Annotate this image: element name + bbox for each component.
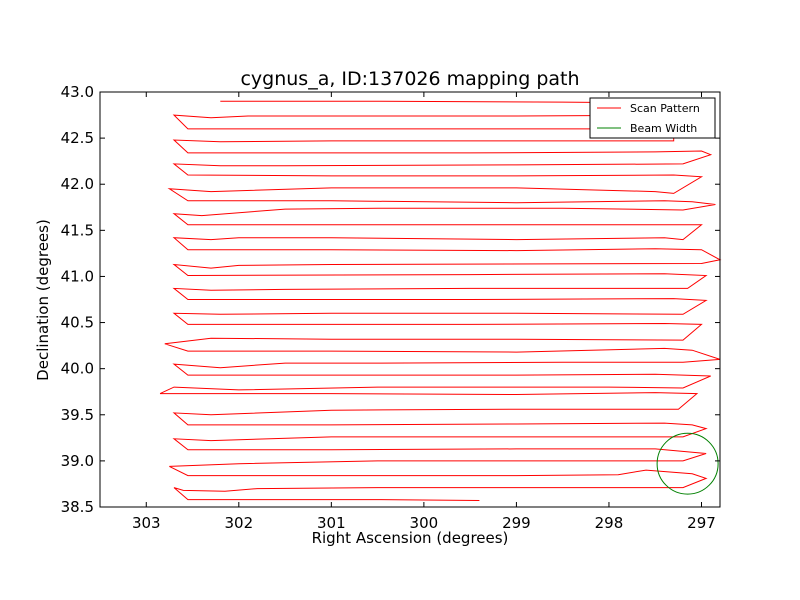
legend-box	[589, 97, 716, 139]
scan-pattern-line	[159, 100, 722, 501]
y-tick-label: 41.0	[61, 267, 94, 285]
x-tick-label: 297	[687, 514, 716, 532]
legend: Scan Pattern Beam Width	[589, 97, 716, 139]
y-tick-label: 40.5	[61, 314, 94, 332]
x-axis-label: Right Ascension (degrees)	[312, 529, 509, 547]
y-axis-label: Declination (degrees)	[34, 219, 52, 381]
y-tick-label: 41.5	[61, 221, 94, 239]
beam-width-circle	[656, 432, 719, 495]
x-tick-label: 302	[224, 514, 253, 532]
plot-frame	[99, 91, 721, 508]
y-tick-label: 38.5	[61, 498, 94, 516]
y-axis-ticks: 38.5 39.0 39.5 40.0 40.5 41.0 41.5 42.0 42.5 43.0	[61, 83, 720, 516]
y-tick-label: 39.0	[61, 452, 94, 470]
legend-label-beam-width: Beam Width	[630, 122, 697, 135]
y-tick-label: 39.5	[61, 406, 94, 424]
x-tick-label: 299	[502, 514, 531, 532]
y-tick-label: 40.0	[61, 360, 94, 378]
series-layer	[159, 100, 722, 501]
x-axis-ticks: 303 302 301 300 299 298 297	[132, 92, 716, 532]
y-tick-label: 42.5	[61, 129, 94, 147]
chart-title: cygnus_a, ID:137026 mapping path	[240, 68, 579, 90]
y-tick-label: 42.0	[61, 175, 94, 193]
x-tick-label: 298	[595, 514, 624, 532]
x-tick-label: 301	[317, 514, 346, 532]
x-tick-label: 300	[410, 514, 439, 532]
x-tick-label: 303	[132, 514, 161, 532]
y-tick-label: 43.0	[61, 83, 94, 101]
legend-label-scan-pattern: Scan Pattern	[630, 102, 700, 115]
